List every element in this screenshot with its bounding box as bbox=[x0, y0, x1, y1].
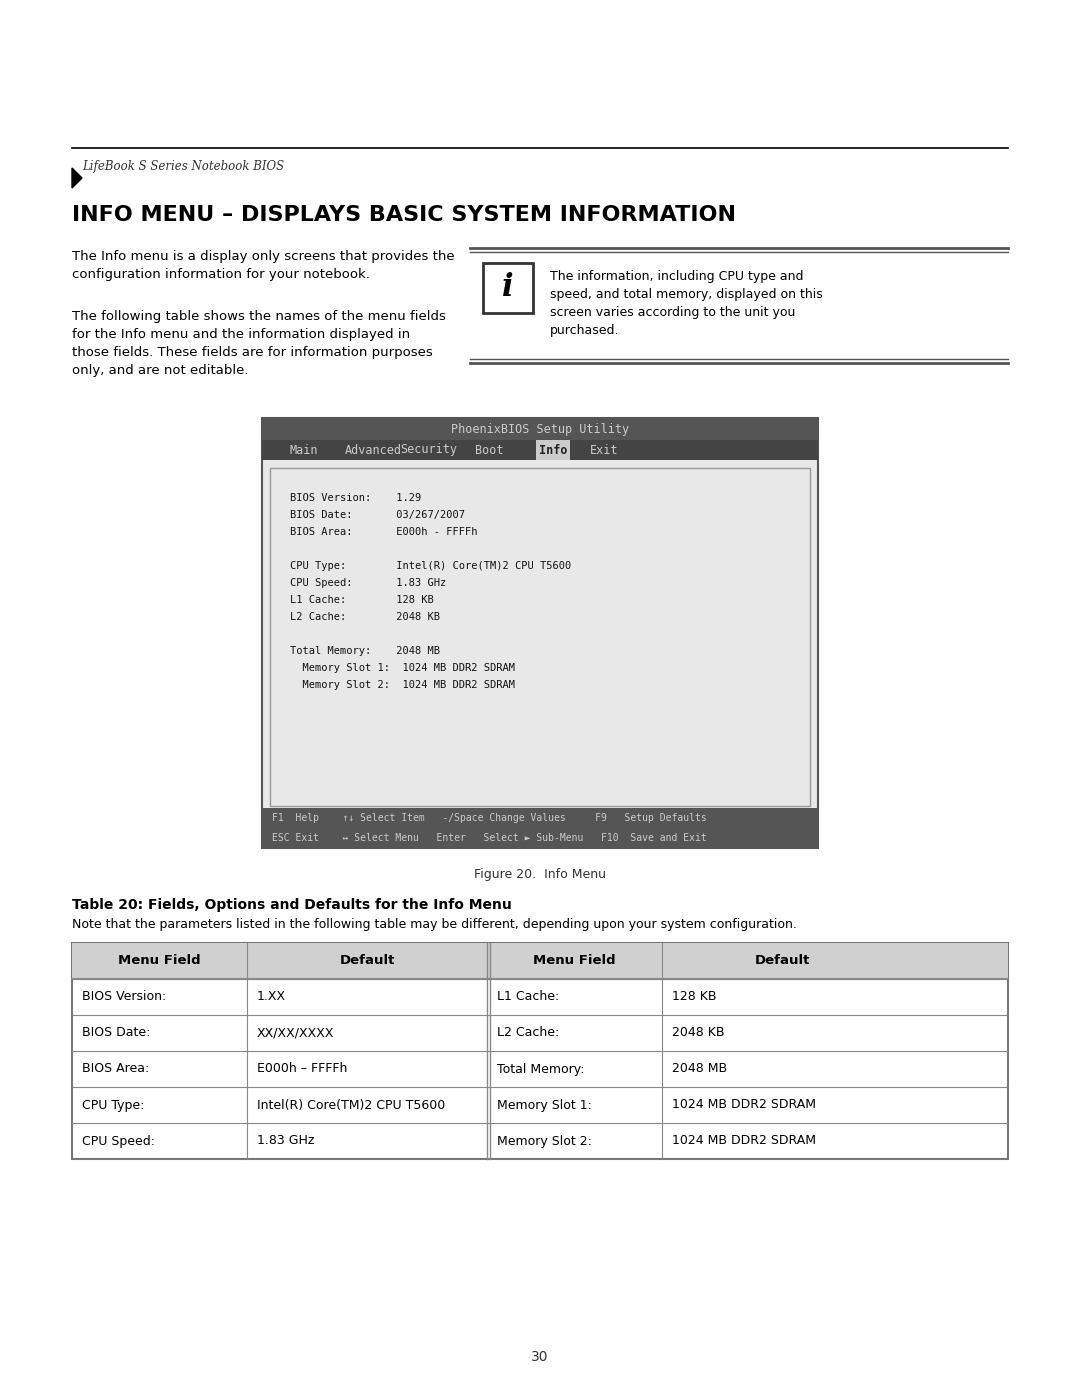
Text: Total Memory:: Total Memory: bbox=[497, 1063, 584, 1076]
Bar bbox=[72, 943, 1008, 979]
Text: Main: Main bbox=[291, 443, 319, 457]
Text: 128 KB: 128 KB bbox=[672, 990, 716, 1003]
Text: L1 Cache:        128 KB: L1 Cache: 128 KB bbox=[291, 595, 434, 605]
Bar bbox=[262, 418, 818, 848]
Text: 2048 KB: 2048 KB bbox=[672, 1027, 725, 1039]
Text: Memory Slot 1:  1024 MB DDR2 SDRAM: Memory Slot 1: 1024 MB DDR2 SDRAM bbox=[291, 664, 515, 673]
Text: L2 Cache:        2048 KB: L2 Cache: 2048 KB bbox=[291, 612, 440, 622]
Text: PhoenixBIOS Setup Utility: PhoenixBIOS Setup Utility bbox=[451, 422, 629, 436]
Text: Table 20: Fields, Options and Defaults for the Info Menu: Table 20: Fields, Options and Defaults f… bbox=[72, 898, 512, 912]
Text: XX/XX/XXXX: XX/XX/XXXX bbox=[257, 1027, 335, 1039]
Text: 30: 30 bbox=[531, 1350, 549, 1363]
Text: i: i bbox=[502, 272, 514, 303]
Text: The information, including CPU type and
speed, and total memory, displayed on th: The information, including CPU type and … bbox=[550, 270, 823, 337]
Text: LifeBook S Series Notebook BIOS: LifeBook S Series Notebook BIOS bbox=[82, 161, 284, 173]
Bar bbox=[483, 263, 534, 313]
Text: Boot: Boot bbox=[475, 443, 503, 457]
Text: Total Memory:    2048 MB: Total Memory: 2048 MB bbox=[291, 645, 440, 657]
Bar bbox=[262, 440, 818, 460]
Text: BIOS Version:    1.29: BIOS Version: 1.29 bbox=[291, 493, 421, 503]
Bar bbox=[262, 828, 818, 848]
Text: L2 Cache:: L2 Cache: bbox=[497, 1027, 559, 1039]
Text: CPU Speed:: CPU Speed: bbox=[82, 1134, 156, 1147]
Text: Intel(R) Core(TM)2 CPU T5600: Intel(R) Core(TM)2 CPU T5600 bbox=[257, 1098, 445, 1112]
Text: ESC Exit    ↔ Select Menu   Enter   Select ► Sub-Menu   F10  Save and Exit: ESC Exit ↔ Select Menu Enter Select ► Su… bbox=[272, 833, 706, 842]
Text: 1.83 GHz: 1.83 GHz bbox=[257, 1134, 314, 1147]
Text: 2048 MB: 2048 MB bbox=[672, 1063, 727, 1076]
Text: CPU Type:: CPU Type: bbox=[82, 1098, 145, 1112]
Bar bbox=[536, 440, 570, 460]
Text: Advanced: Advanced bbox=[345, 443, 402, 457]
Text: BIOS Area:: BIOS Area: bbox=[82, 1063, 149, 1076]
Text: Note that the parameters listed in the following table may be different, dependi: Note that the parameters listed in the f… bbox=[72, 918, 797, 930]
Text: CPU Type:        Intel(R) Core(TM)2 CPU T5600: CPU Type: Intel(R) Core(TM)2 CPU T5600 bbox=[291, 562, 571, 571]
Polygon shape bbox=[72, 168, 82, 189]
Bar bbox=[72, 943, 1008, 1160]
Text: Info: Info bbox=[539, 443, 567, 457]
Bar bbox=[262, 807, 818, 828]
Text: CPU Speed:       1.83 GHz: CPU Speed: 1.83 GHz bbox=[291, 578, 446, 588]
Text: BIOS Area:       E000h - FFFFh: BIOS Area: E000h - FFFFh bbox=[291, 527, 477, 536]
Text: INFO MENU – DISPLAYS BASIC SYSTEM INFORMATION: INFO MENU – DISPLAYS BASIC SYSTEM INFORM… bbox=[72, 205, 735, 225]
Text: 1.XX: 1.XX bbox=[257, 990, 286, 1003]
Text: Menu Field: Menu Field bbox=[534, 954, 616, 968]
Text: Memory Slot 2:: Memory Slot 2: bbox=[497, 1134, 592, 1147]
Text: BIOS Version:: BIOS Version: bbox=[82, 990, 166, 1003]
Text: Memory Slot 1:: Memory Slot 1: bbox=[497, 1098, 592, 1112]
Text: 1024 MB DDR2 SDRAM: 1024 MB DDR2 SDRAM bbox=[672, 1134, 816, 1147]
Text: Default: Default bbox=[754, 954, 810, 968]
Text: Figure 20.  Info Menu: Figure 20. Info Menu bbox=[474, 868, 606, 882]
Text: 1024 MB DDR2 SDRAM: 1024 MB DDR2 SDRAM bbox=[672, 1098, 816, 1112]
Text: L1 Cache:: L1 Cache: bbox=[497, 990, 559, 1003]
Text: Default: Default bbox=[339, 954, 394, 968]
Bar bbox=[270, 468, 810, 806]
Text: Security: Security bbox=[400, 443, 457, 457]
Text: BIOS Date:: BIOS Date: bbox=[82, 1027, 150, 1039]
Text: Exit: Exit bbox=[590, 443, 619, 457]
Text: E000h – FFFFh: E000h – FFFFh bbox=[257, 1063, 348, 1076]
Text: The following table shows the names of the menu fields
for the Info menu and the: The following table shows the names of t… bbox=[72, 310, 446, 377]
Text: The Info menu is a display only screens that provides the
configuration informat: The Info menu is a display only screens … bbox=[72, 250, 455, 281]
Text: BIOS Date:       03/267/2007: BIOS Date: 03/267/2007 bbox=[291, 510, 465, 520]
Text: Menu Field: Menu Field bbox=[118, 954, 201, 968]
Text: F1  Help    ↑↓ Select Item   -/Space Change Values     F9   Setup Defaults: F1 Help ↑↓ Select Item -/Space Change Va… bbox=[272, 813, 706, 823]
Text: Memory Slot 2:  1024 MB DDR2 SDRAM: Memory Slot 2: 1024 MB DDR2 SDRAM bbox=[291, 680, 515, 690]
Bar bbox=[262, 418, 818, 440]
